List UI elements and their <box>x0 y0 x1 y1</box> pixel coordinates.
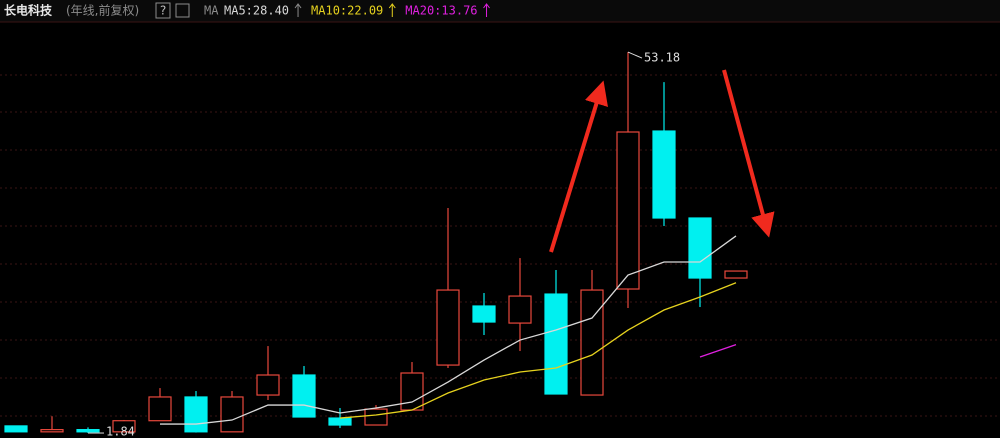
max-pointer <box>627 51 643 59</box>
candle-body <box>220 396 244 433</box>
candle-body <box>148 396 172 422</box>
candle-body <box>508 295 532 324</box>
indicator: MA <box>204 4 219 18</box>
candle-body <box>4 425 28 433</box>
annotation-arrow-down <box>722 69 775 238</box>
stock-name: 长电科技 <box>4 3 53 18</box>
legend-arrow <box>388 3 396 17</box>
help[interactable]: ? <box>159 4 166 18</box>
candle-body <box>688 217 712 279</box>
candle-body <box>256 374 280 396</box>
ma-line <box>339 282 737 419</box>
header-bar <box>0 0 1000 22</box>
candle-body <box>616 131 640 290</box>
candle-body <box>400 372 424 411</box>
candle-body <box>292 374 316 418</box>
legend-entry: MA20:13.76 <box>405 4 477 18</box>
ma-line <box>160 235 737 425</box>
candle-body <box>724 270 748 279</box>
legend-entry: MA5:28.40 <box>224 4 289 18</box>
settings-icon[interactable] <box>175 3 190 18</box>
candle-body <box>76 429 100 433</box>
legend: MA5:28.40 MA10:22.09 MA20:13.76 <box>224 3 490 18</box>
legend-arrow <box>294 3 302 17</box>
candle-body <box>184 396 208 433</box>
candle-body <box>544 293 568 395</box>
min-label: 1.84 <box>106 425 135 438</box>
legend-arrow <box>483 3 490 17</box>
candle-body <box>112 420 136 433</box>
candle-body <box>472 305 496 323</box>
candle-body <box>652 130 676 219</box>
candle-body <box>580 289 604 396</box>
help-box[interactable] <box>155 2 171 19</box>
grid <box>0 74 1000 417</box>
candle-body <box>328 417 352 426</box>
ma-line <box>699 343 737 358</box>
subtitle: (年线,前复权) <box>66 3 139 18</box>
candle-body <box>40 429 64 433</box>
candle-body <box>364 408 388 426</box>
max-label: 53.18 <box>644 51 680 65</box>
legend-entry: MA10:22.09 <box>311 4 383 18</box>
annotation-arrow-up <box>549 80 608 253</box>
candle-body <box>436 289 460 366</box>
